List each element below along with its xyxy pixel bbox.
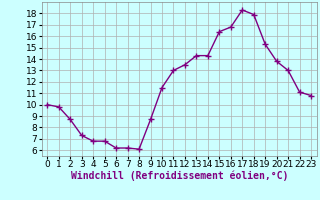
X-axis label: Windchill (Refroidissement éolien,°C): Windchill (Refroidissement éolien,°C) bbox=[70, 171, 288, 181]
